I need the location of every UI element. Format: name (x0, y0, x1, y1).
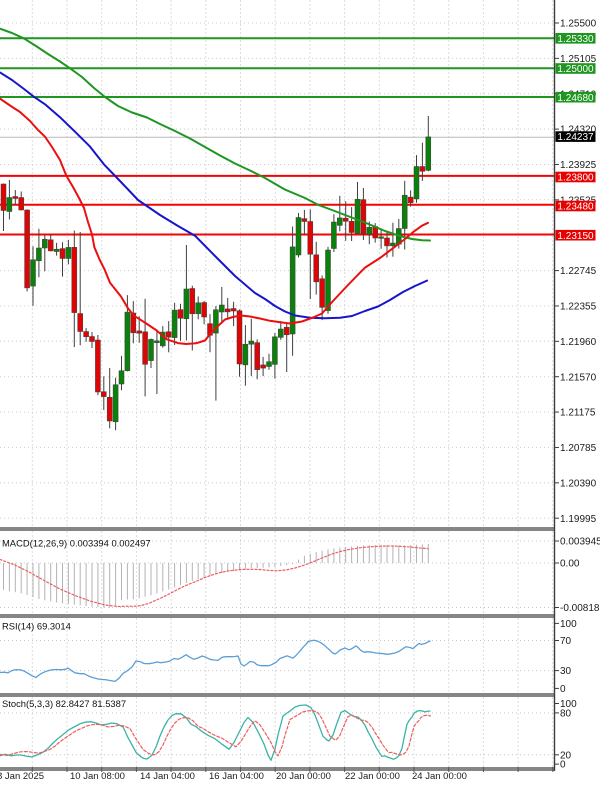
svg-text:1.25105: 1.25105 (560, 54, 597, 65)
svg-text:0.003945: 0.003945 (560, 537, 600, 548)
svg-text:20 Jan 00:00: 20 Jan 00:00 (276, 771, 331, 782)
svg-text:RSI(14) 69.3014: RSI(14) 69.3014 (2, 621, 71, 632)
svg-text:100: 100 (560, 699, 577, 710)
svg-text:1.24320: 1.24320 (560, 125, 597, 136)
svg-text:100: 100 (560, 619, 577, 630)
svg-text:1.22355: 1.22355 (560, 302, 597, 313)
svg-text:1.23480: 1.23480 (557, 202, 594, 213)
svg-text:8 Jan 2025: 8 Jan 2025 (0, 771, 44, 782)
svg-text:1.21175: 1.21175 (560, 408, 596, 419)
svg-text:1.23150: 1.23150 (557, 231, 594, 242)
svg-text:0: 0 (560, 684, 566, 695)
svg-text:16 Jan 04:00: 16 Jan 04:00 (209, 771, 264, 782)
svg-text:1.19995: 1.19995 (560, 514, 597, 525)
svg-text:1.24680: 1.24680 (557, 93, 594, 104)
svg-text:0.00: 0.00 (560, 559, 580, 570)
svg-text:30: 30 (560, 666, 572, 677)
svg-text:1.25500: 1.25500 (560, 19, 597, 30)
svg-text:1.20390: 1.20390 (560, 478, 597, 489)
svg-text:1.23800: 1.23800 (557, 173, 594, 184)
svg-text:1.21570: 1.21570 (560, 372, 597, 383)
svg-text:0: 0 (560, 760, 566, 771)
svg-text:MACD(12,26,9) 0.003394 0.00249: MACD(12,26,9) 0.003394 0.002497 (2, 538, 151, 549)
svg-text:1.20785: 1.20785 (560, 443, 597, 454)
svg-text:10 Jan 08:00: 10 Jan 08:00 (70, 771, 125, 782)
svg-text:24 Jan 00:00: 24 Jan 00:00 (412, 771, 467, 782)
svg-text:1.22745: 1.22745 (560, 266, 597, 277)
svg-text:1.24237: 1.24237 (557, 132, 594, 143)
svg-text:1.23925: 1.23925 (560, 160, 597, 171)
svg-text:14 Jan 04:00: 14 Jan 04:00 (140, 771, 195, 782)
svg-text:80: 80 (560, 709, 572, 720)
svg-text:22 Jan 00:00: 22 Jan 00:00 (345, 771, 400, 782)
svg-text:1.25330: 1.25330 (557, 34, 594, 45)
svg-text:Stoch(5,3,3) 82.8427 81.5387: Stoch(5,3,3) 82.8427 81.5387 (2, 698, 126, 709)
svg-text:20: 20 (560, 750, 572, 761)
svg-text:1.21960: 1.21960 (560, 337, 597, 348)
svg-text:70: 70 (560, 636, 572, 647)
svg-text:1.25000: 1.25000 (557, 64, 594, 75)
